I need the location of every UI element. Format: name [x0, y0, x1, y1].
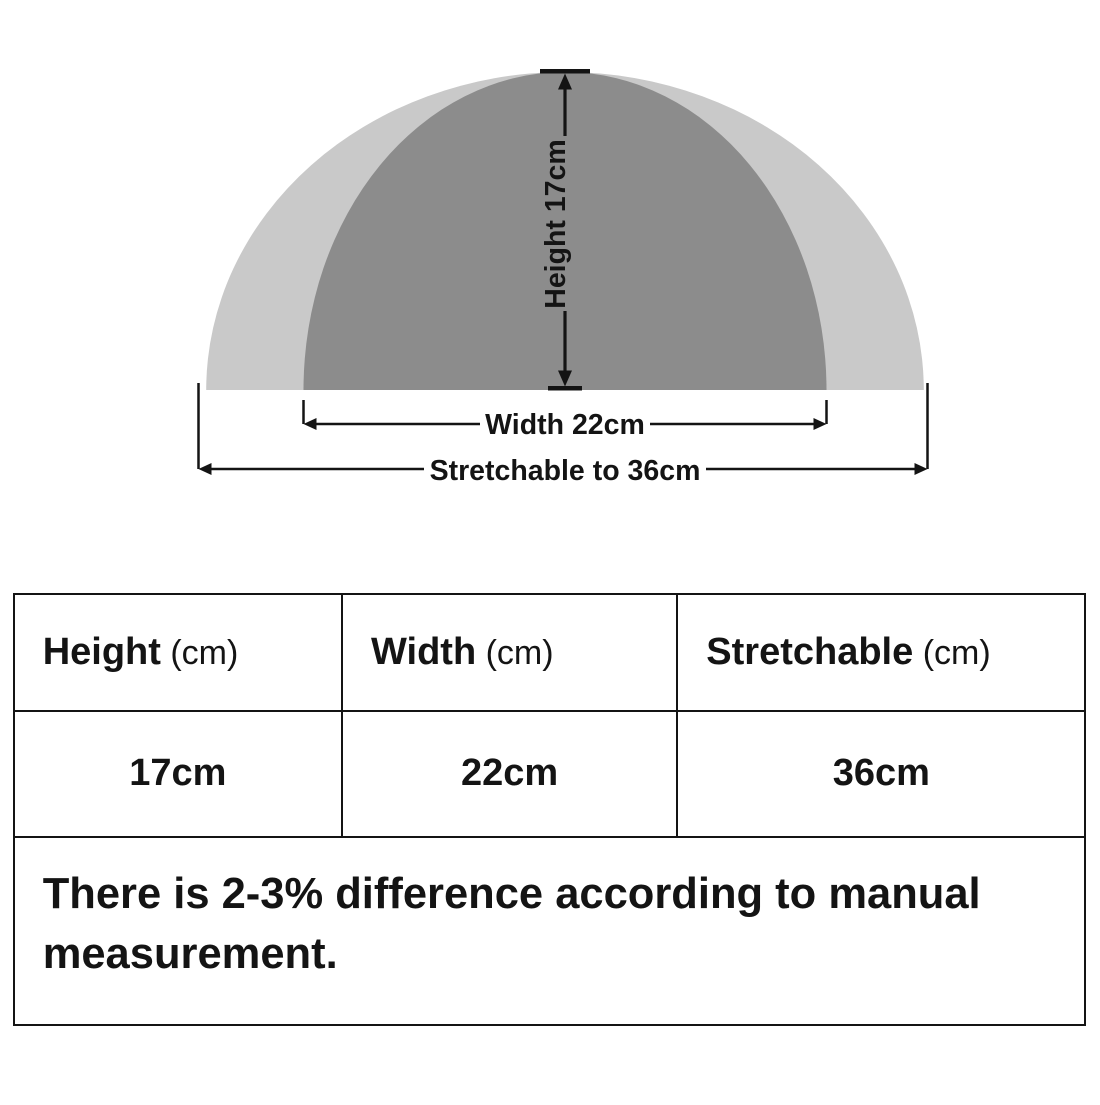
- svg-text:Stretchable to 36cm: Stretchable to 36cm: [430, 455, 701, 487]
- svg-text:Width 22cm: Width 22cm: [485, 409, 645, 441]
- svg-text:Height 17cm: Height 17cm: [540, 139, 572, 308]
